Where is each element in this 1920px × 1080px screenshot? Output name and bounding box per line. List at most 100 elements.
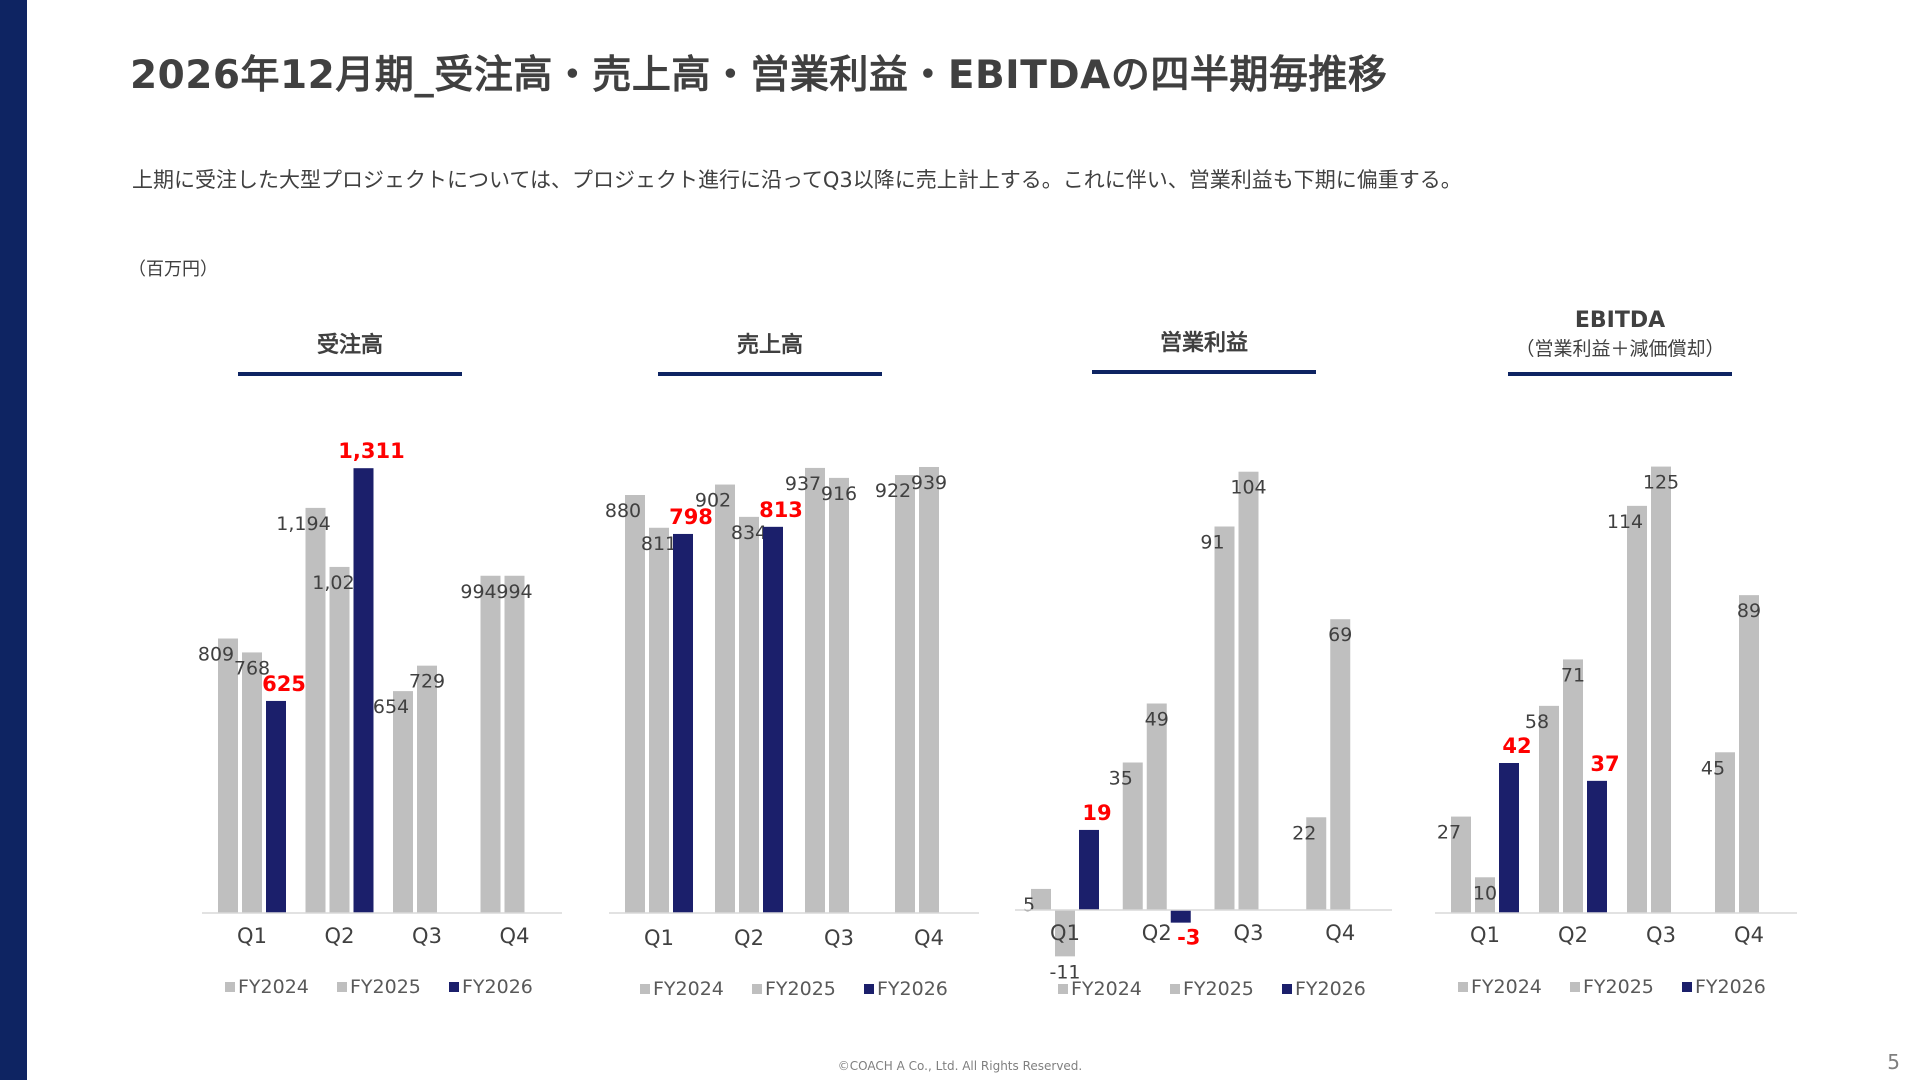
chart-0-legend-swatch-FY2024 <box>225 982 235 992</box>
chart-1-bar-FY2024-Q3 <box>805 467 825 913</box>
unit-label: （百万円） <box>128 259 218 280</box>
chart-0-label-FY2026-Q2: 1,311 <box>338 439 404 463</box>
chart-1-label-FY2024-Q2: 902 <box>695 490 731 512</box>
chart-2-bar-FY2024-Q3 <box>1214 526 1235 910</box>
chart-3-label-FY2025-Q2: 71 <box>1561 664 1585 686</box>
chart-3-bar-FY2025-Q4 <box>1739 595 1759 913</box>
chart-3-label-FY2025-Q1: 10 <box>1473 882 1497 904</box>
chart-2-label-FY2024-Q3: 91 <box>1200 532 1224 554</box>
chart-0-bar-FY2025-Q2 <box>329 566 350 913</box>
chart-1-bar-FY2025-Q2 <box>739 516 759 913</box>
chart-1-title: 売上高 <box>737 332 803 358</box>
chart-1-legend-swatch-FY2025 <box>752 984 762 994</box>
chart-2-bar-FY2025-Q3 <box>1238 471 1259 910</box>
chart-2-bar-FY2024-Q4 <box>1306 817 1327 910</box>
accent-sidebar <box>0 0 27 1080</box>
chart-2-tick-Q1: Q1 <box>1050 921 1080 945</box>
chart-1-label-FY2025-Q1: 811 <box>641 533 677 555</box>
chart-3-subtitle: （営業利益＋減価償却） <box>1515 338 1724 360</box>
chart-1-bar-FY2024-Q2 <box>715 484 735 913</box>
chart-3-legend-FY2026: FY2026 <box>1695 976 1766 998</box>
chart-1-label-FY2026-Q1: 798 <box>669 505 713 529</box>
chart-0-label-FY2024-Q3: 654 <box>373 696 409 718</box>
chart-2-legend-swatch-FY2024 <box>1058 984 1068 994</box>
chart-2-bar-FY2026-Q1 <box>1079 829 1099 910</box>
chart-1-legend-FY2025: FY2025 <box>765 978 836 1000</box>
chart-3-legend-FY2025: FY2025 <box>1583 976 1654 998</box>
chart-0-bar-FY2026-Q2 <box>353 468 374 913</box>
chart-1-label-FY2024-Q4: 922 <box>875 480 911 502</box>
chart-0-label-FY2025-Q1: 768 <box>234 657 270 679</box>
page-number: 5 <box>1887 1050 1900 1074</box>
chart-0-tick-Q3: Q3 <box>412 924 442 948</box>
chart-3-legend-swatch-FY2026 <box>1682 982 1692 992</box>
chart-3-label-FY2024-Q1: 27 <box>1437 822 1461 844</box>
chart-0-label-FY2024-Q1: 809 <box>198 644 234 666</box>
chart-3-bar-FY2024-Q3 <box>1627 505 1647 913</box>
chart-3-label-FY2024-Q4: 45 <box>1701 757 1725 779</box>
chart-2-tick-Q2: Q2 <box>1142 921 1172 945</box>
chart-1-bar-FY2025-Q1 <box>649 527 669 913</box>
chart-3-legend-swatch-FY2025 <box>1570 982 1580 992</box>
chart-0-bar-FY2025-Q1 <box>242 652 262 913</box>
chart-2-legend-FY2024: FY2024 <box>1071 978 1142 1000</box>
chart-3-label-FY2024-Q3: 114 <box>1607 511 1643 533</box>
chart-2-label-FY2025-Q1: -11 <box>1049 961 1080 983</box>
chart-0-label-FY2024-Q2: 1,194 <box>276 513 330 535</box>
chart-3-tick-Q1: Q1 <box>1470 923 1500 947</box>
chart-3-tick-Q2: Q2 <box>1558 923 1588 947</box>
chart-0-label-FY2026-Q1: 625 <box>262 672 306 696</box>
chart-3-legend-FY2024: FY2024 <box>1471 976 1542 998</box>
chart-3-label-FY2025-Q3: 125 <box>1643 472 1679 494</box>
chart-2-bar-FY2025-Q4 <box>1330 619 1351 910</box>
chart-3-label-FY2026-Q2: 37 <box>1590 752 1619 776</box>
chart-0-legend-FY2026: FY2026 <box>462 976 533 998</box>
chart-1-legend-swatch-FY2026 <box>864 984 874 994</box>
chart-1-label-FY2026-Q2: 813 <box>759 498 803 522</box>
chart-0-legend-FY2024: FY2024 <box>238 976 309 998</box>
chart-3-legend-swatch-FY2024 <box>1458 982 1468 992</box>
chart-0-legend-swatch-FY2025 <box>337 982 347 992</box>
chart-3-title-underline <box>1508 372 1732 376</box>
chart-1-bar-FY2026-Q2 <box>763 526 783 913</box>
chart-1-legend-swatch-FY2024 <box>640 984 650 994</box>
chart-1-tick-Q4: Q4 <box>914 926 944 950</box>
chart-1-bar-FY2026-Q1 <box>673 533 693 913</box>
chart-0-label-FY2025-Q2: 1,020 <box>312 572 366 594</box>
chart-2-legend-FY2026: FY2026 <box>1295 978 1366 1000</box>
chart-2-label-FY2025-Q3: 104 <box>1230 477 1266 499</box>
chart-2-label-FY2024-Q4: 22 <box>1292 822 1316 844</box>
chart-3-bar-FY2025-Q3 <box>1651 466 1671 913</box>
chart-1-tick-Q1: Q1 <box>644 926 674 950</box>
chart-0-bar-FY2026-Q1 <box>266 700 286 913</box>
chart-1-label-FY2025-Q2: 834 <box>731 522 767 544</box>
chart-2-label-FY2025-Q4: 69 <box>1328 624 1352 646</box>
chart-1-legend-FY2024: FY2024 <box>653 978 724 1000</box>
chart-3-bar-FY2026-Q1 <box>1499 763 1519 913</box>
chart-1-legend-FY2026: FY2026 <box>877 978 948 1000</box>
chart-1-bar-FY2025-Q4 <box>919 466 939 913</box>
copyright-footer: ©COACH A Co., Ltd. All Rights Reserved. <box>837 1059 1083 1073</box>
chart-0-bar-FY2025-Q4 <box>504 575 525 913</box>
chart-3-bar-FY2025-Q2 <box>1563 659 1583 913</box>
chart-2-legend-FY2025: FY2025 <box>1183 978 1254 1000</box>
chart-1-label-FY2024-Q3: 937 <box>785 473 821 495</box>
chart-0-bar-FY2024-Q1 <box>218 638 238 913</box>
chart-1-tick-Q2: Q2 <box>734 926 764 950</box>
chart-1-label-FY2025-Q3: 916 <box>821 483 857 505</box>
chart-0-tick-Q1: Q1 <box>237 924 267 948</box>
chart-3-bar-FY2024-Q4 <box>1715 752 1735 913</box>
chart-3-bar-FY2024-Q1 <box>1451 816 1471 913</box>
chart-0-legend-FY2025: FY2025 <box>350 976 421 998</box>
chart-2-bar-FY2024-Q2 <box>1122 762 1143 910</box>
page-subtitle: 上期に受注した大型プロジェクトについては、プロジェクト進行に沿ってQ3以降に売上… <box>132 168 1462 192</box>
chart-0-label-FY2024-Q4: 994 <box>460 581 496 603</box>
chart-2-label-FY2025-Q2: 49 <box>1145 709 1169 731</box>
chart-1-label-FY2025-Q4: 939 <box>911 472 947 494</box>
chart-0-tick-Q2: Q2 <box>325 924 355 948</box>
chart-0-bar-FY2024-Q3 <box>393 691 413 913</box>
chart-2-bar-FY2025-Q1 <box>1055 910 1075 957</box>
chart-2-tick-Q3: Q3 <box>1234 921 1264 945</box>
